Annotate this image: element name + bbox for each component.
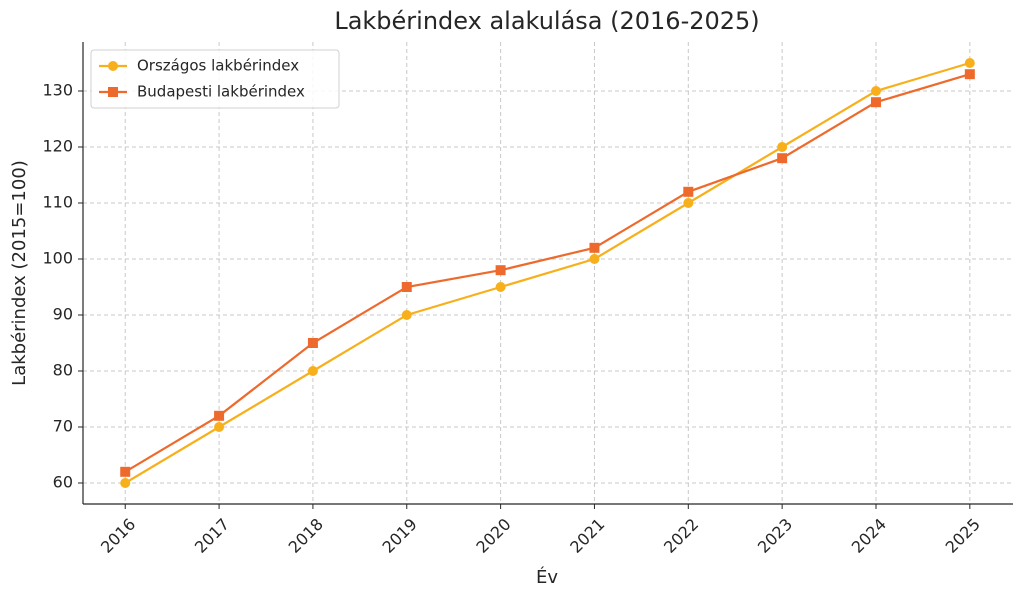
legend-marker	[108, 61, 118, 71]
marker	[307, 338, 318, 348]
x-axis-label: Év	[536, 566, 558, 588]
marker	[401, 282, 412, 292]
line	[124, 61, 971, 484]
marker	[495, 265, 506, 276]
y-tick-label: 90	[53, 305, 73, 324]
x-tick-label: 2021	[566, 515, 608, 557]
x-tick-label: 2022	[660, 515, 702, 557]
marker	[964, 69, 975, 80]
marker	[964, 58, 975, 68]
x-tick-label: 2018	[285, 515, 327, 557]
marker	[120, 478, 131, 488]
x-tick-label: 2017	[191, 515, 233, 557]
legend-label: Országos lakbérindex	[137, 57, 299, 75]
marker	[120, 466, 131, 477]
marker	[214, 422, 225, 432]
marker	[870, 97, 881, 108]
line	[124, 73, 971, 473]
x-tick-label: 2023	[754, 515, 796, 557]
marker	[589, 242, 600, 253]
marker	[214, 410, 225, 421]
legend-marker	[108, 87, 118, 97]
marker	[870, 86, 881, 96]
y-tick-label: 60	[53, 473, 73, 492]
marker	[589, 254, 600, 264]
marker	[401, 310, 412, 320]
x-tick-label: 2019	[379, 515, 421, 557]
legend-label: Budapesti lakbérindex	[137, 83, 305, 101]
y-tick-label: 100	[42, 249, 73, 268]
marker	[777, 142, 788, 152]
legend-box	[90, 49, 340, 109]
marker	[683, 198, 694, 208]
y-tick-label: 120	[42, 137, 73, 156]
x-tick-label: 2025	[942, 515, 984, 557]
y-tick-label: 70	[53, 417, 73, 436]
marker	[777, 153, 788, 164]
x-tick-label: 2016	[97, 515, 139, 557]
marker	[495, 282, 506, 292]
y-axis-label: Lakbérindex (2015=100)	[9, 160, 30, 386]
y-tick-label: 80	[53, 361, 73, 380]
chart-title: Lakbérindex alakulása (2016-2025)	[334, 7, 759, 35]
x-tick-label: 2024	[848, 515, 890, 557]
marker	[307, 366, 318, 376]
y-tick-label: 110	[42, 193, 73, 212]
marker	[683, 186, 694, 197]
x-tick-label: 2020	[472, 515, 514, 557]
y-tick-label: 130	[42, 81, 73, 100]
